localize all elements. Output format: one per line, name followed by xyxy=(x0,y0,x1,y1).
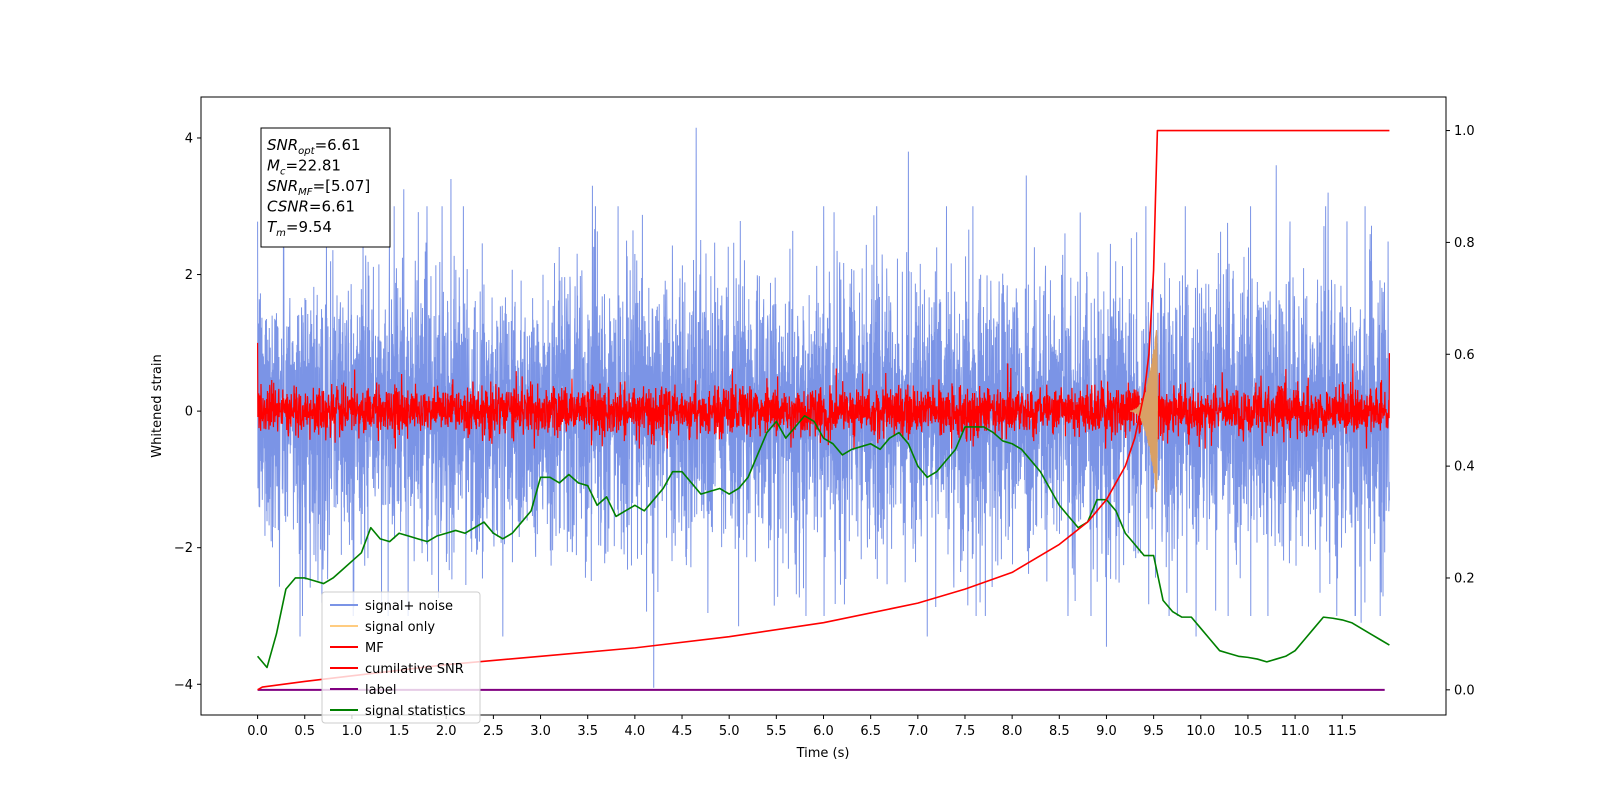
x-tick-label: 6.5 xyxy=(860,724,881,739)
y2-tick-label: 0.4 xyxy=(1454,460,1475,475)
x-tick-label: 5.5 xyxy=(766,724,787,739)
x-axis: 0.0 0.5 1.0 1.5 2.0 2.5 3.0 3.5 4.0 4.5 5.0 5.5 6.0 6… xyxy=(247,715,1357,739)
legend-entry-label: signal only xyxy=(365,620,435,635)
x-tick-label: 10.5 xyxy=(1233,724,1262,739)
y-axis-left: −4 −2 0 2 4 xyxy=(174,131,201,693)
annotation-line: SNRopt=6.61 xyxy=(267,136,361,157)
x-tick-label: 2.0 xyxy=(436,724,457,739)
y-axis-label: Whitened strain xyxy=(150,354,165,457)
x-tick-label: 8.0 xyxy=(1002,724,1023,739)
legend-entry-label: label xyxy=(365,683,396,698)
x-tick-label: 3.5 xyxy=(577,724,598,739)
y-tick-label: −4 xyxy=(174,678,193,693)
stats-annotation: SNRopt=6.61Mc=22.81SNRMF=[5.07]CSNR=6.61… xyxy=(260,127,391,248)
y-tick-label: 0 xyxy=(185,405,193,420)
x-tick-label: 1.5 xyxy=(389,724,410,739)
annotation-line: Tm=9.54 xyxy=(267,218,332,239)
annotation-line: CSNR=6.61 xyxy=(267,198,355,216)
x-tick-label: 11.5 xyxy=(1328,724,1357,739)
x-tick-label: 0.0 xyxy=(247,724,268,739)
legend-frame xyxy=(321,591,481,724)
x-tick-label: 9.5 xyxy=(1143,724,1164,739)
x-axis-label: Time (s) xyxy=(796,746,850,761)
y2-tick-label: 1.0 xyxy=(1454,124,1475,139)
x-tick-label: 0.5 xyxy=(294,724,315,739)
x-tick-label: 9.0 xyxy=(1096,724,1117,739)
y-axis-right: 0.0 0.2 0.4 0.6 0.8 1.0 xyxy=(1446,124,1475,698)
x-tick-label: 6.0 xyxy=(813,724,834,739)
annotation-line: Mc=22.81 xyxy=(267,157,341,178)
x-tick-label: 5.0 xyxy=(719,724,740,739)
series-signal-only xyxy=(1130,330,1158,493)
x-tick-label: 1.0 xyxy=(342,724,363,739)
x-tick-label: 2.5 xyxy=(483,724,504,739)
x-tick-label: 7.0 xyxy=(907,724,928,739)
x-tick-label: 7.5 xyxy=(955,724,976,739)
legend-entry-label: MF xyxy=(365,641,384,656)
y2-tick-label: 0.8 xyxy=(1454,236,1475,251)
annotation-frame xyxy=(260,127,391,248)
series-signal-statistics xyxy=(256,414,1390,669)
y-tick-label: 2 xyxy=(185,268,193,283)
y2-tick-label: 0.0 xyxy=(1454,683,1475,698)
x-tick-label: 8.5 xyxy=(1049,724,1070,739)
y-tick-label: −2 xyxy=(174,541,193,556)
y2-tick-label: 0.6 xyxy=(1454,348,1475,363)
legend-entry-label: signal+ noise xyxy=(365,599,453,614)
series-mf xyxy=(256,342,1391,449)
x-tick-label: 3.0 xyxy=(530,724,551,739)
legend-entry-label: signal statistics xyxy=(365,704,466,719)
x-tick-label: 4.5 xyxy=(672,724,693,739)
x-tick-label: 4.0 xyxy=(625,724,646,739)
legend-entry-label: cumilative SNR xyxy=(365,662,464,677)
y-tick-label: 4 xyxy=(185,131,193,146)
annotation-line: SNRMF=[5.07] xyxy=(267,177,370,198)
legend: signal+ noise signal only MF cumilative SNR… xyxy=(321,591,481,724)
y2-tick-label: 0.2 xyxy=(1454,571,1475,586)
x-tick-label: 11.0 xyxy=(1281,724,1310,739)
x-tick-label: 10.0 xyxy=(1186,724,1215,739)
